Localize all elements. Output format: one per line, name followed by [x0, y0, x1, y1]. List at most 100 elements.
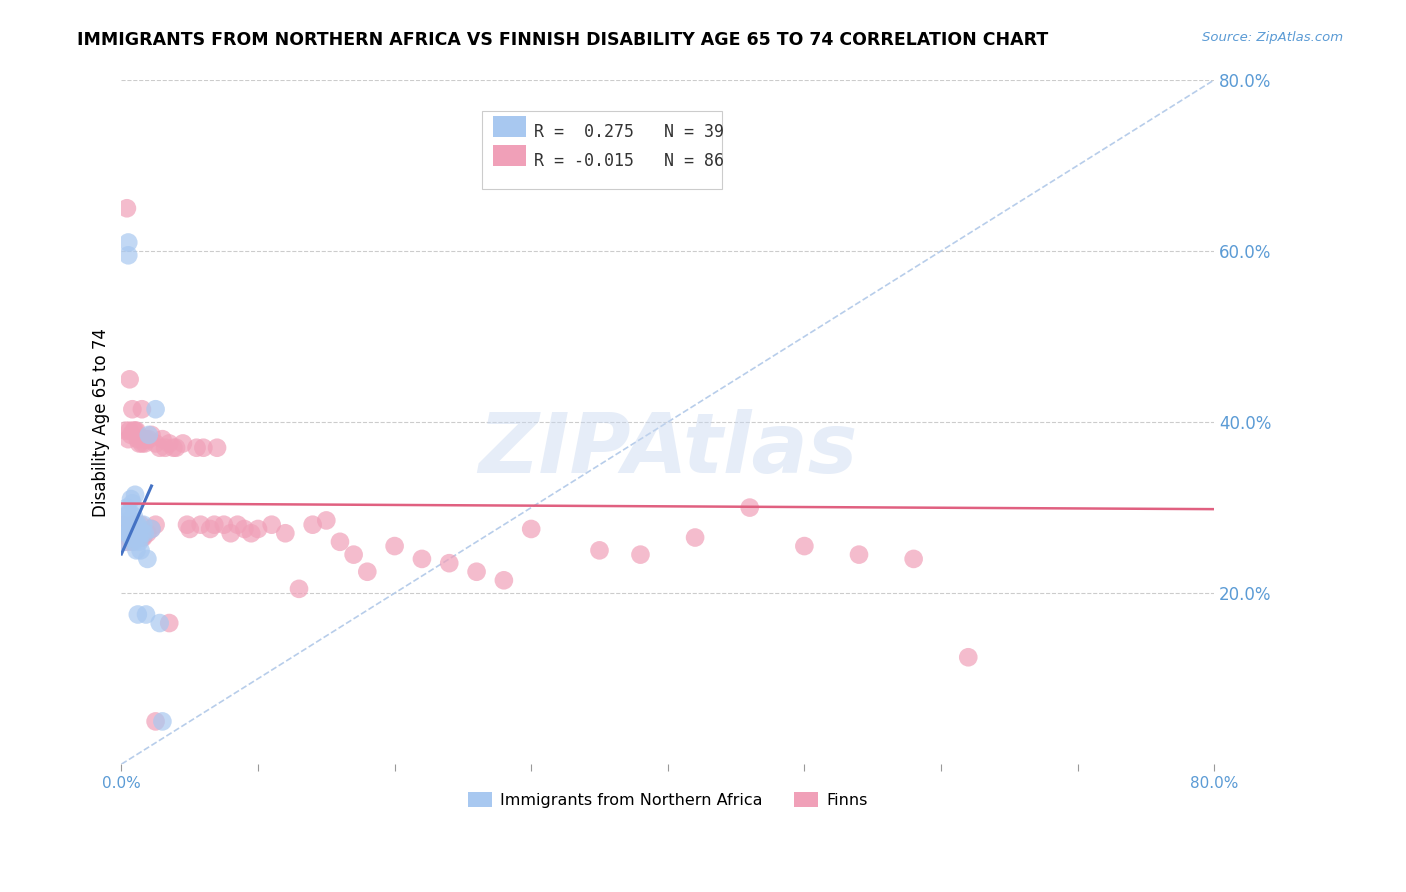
FancyBboxPatch shape [494, 116, 526, 136]
Point [136, 526, 159, 541]
Point [121, 517, 143, 532]
Point [132, 531, 155, 545]
Point [111, 522, 134, 536]
Text: IMMIGRANTS FROM NORTHERN AFRICA VS FINNISH DISABILITY AGE 65 TO 74 CORRELATION C: IMMIGRANTS FROM NORTHERN AFRICA VS FINNI… [77, 31, 1049, 49]
Point [125, 543, 148, 558]
Point [124, 488, 146, 502]
Point [226, 517, 249, 532]
Point [274, 526, 297, 541]
Point [128, 531, 150, 545]
Point [301, 517, 323, 532]
Point [112, 534, 135, 549]
Point [134, 526, 156, 541]
Point [356, 565, 378, 579]
Point [138, 432, 160, 446]
Point [145, 436, 167, 450]
Point [122, 534, 145, 549]
Point [233, 522, 256, 536]
Point [115, 534, 138, 549]
Point [117, 235, 139, 250]
Point [219, 526, 242, 541]
Point [121, 531, 143, 545]
Point [128, 531, 150, 545]
Point [149, 615, 172, 630]
Point [145, 714, 167, 729]
Point [118, 522, 141, 536]
Point [114, 526, 136, 541]
Point [141, 428, 163, 442]
Point [115, 500, 138, 515]
Text: R =  0.275   N = 39: R = 0.275 N = 39 [534, 123, 724, 141]
Point [129, 543, 152, 558]
Point [288, 582, 311, 596]
Point [121, 402, 143, 417]
Point [129, 517, 152, 532]
Point [121, 513, 143, 527]
Point [848, 548, 870, 562]
Point [131, 526, 153, 541]
Point [115, 526, 138, 541]
Point [120, 428, 142, 442]
Point [149, 441, 172, 455]
Point [343, 548, 366, 562]
Point [793, 539, 815, 553]
Point [205, 441, 228, 455]
Point [153, 441, 176, 455]
Point [131, 436, 153, 450]
Point [120, 531, 142, 545]
Point [121, 496, 143, 510]
Point [135, 607, 157, 622]
Point [117, 432, 139, 446]
Point [172, 436, 194, 450]
Point [132, 517, 155, 532]
Point [193, 441, 215, 455]
Point [138, 428, 160, 442]
Point [439, 556, 461, 570]
Point [111, 517, 134, 532]
Point [114, 509, 136, 524]
Point [127, 607, 149, 622]
Point [520, 522, 543, 536]
Point [125, 517, 148, 532]
Point [127, 517, 149, 532]
Point [157, 615, 180, 630]
Point [315, 513, 337, 527]
Point [240, 526, 263, 541]
Text: R = -0.015   N = 86: R = -0.015 N = 86 [534, 152, 724, 169]
Point [152, 714, 174, 729]
Point [162, 441, 184, 455]
Point [132, 432, 155, 446]
Point [117, 248, 139, 262]
Point [145, 517, 167, 532]
Point [131, 531, 153, 545]
Point [117, 526, 139, 541]
Point [118, 424, 141, 438]
Point [112, 526, 135, 541]
Point [186, 441, 208, 455]
Point [411, 552, 433, 566]
Point [176, 517, 198, 532]
Point [124, 522, 146, 536]
Point [157, 436, 180, 450]
Point [124, 522, 146, 536]
Point [127, 526, 149, 541]
Point [131, 402, 153, 417]
Point [465, 565, 488, 579]
Point [145, 402, 167, 417]
Point [120, 531, 142, 545]
Point [200, 522, 222, 536]
Point [957, 650, 980, 665]
Point [128, 534, 150, 549]
Point [179, 522, 201, 536]
Point [141, 522, 163, 536]
Text: ZIPAtlas: ZIPAtlas [478, 409, 858, 490]
Text: Source: ZipAtlas.com: Source: ZipAtlas.com [1202, 31, 1343, 45]
Legend: Immigrants from Northern Africa, Finns: Immigrants from Northern Africa, Finns [461, 786, 875, 814]
Point [165, 441, 187, 455]
Point [115, 201, 138, 215]
Point [152, 432, 174, 446]
Point [125, 424, 148, 438]
Point [127, 432, 149, 446]
Point [247, 522, 270, 536]
Point [117, 531, 139, 545]
